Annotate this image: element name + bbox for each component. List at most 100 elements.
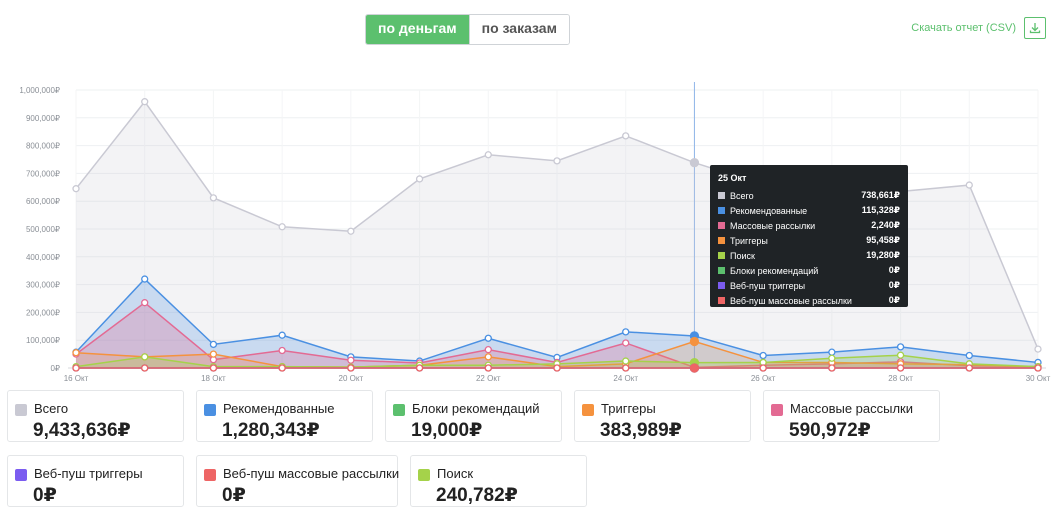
point-всего[interactable] [553, 157, 561, 165]
point-массовые-рассылки[interactable] [347, 356, 355, 364]
point-веб-пуш-массовые-рассылки[interactable] [965, 364, 973, 372]
point-поиск[interactable] [896, 351, 905, 359]
point-всего[interactable] [72, 185, 80, 193]
legend-name: Поиск [437, 466, 474, 481]
y-tick-label: 0₽ [50, 364, 60, 373]
point-веб-пуш-массовые-рассылки[interactable] [141, 364, 149, 372]
point-рекомендованные[interactable] [484, 334, 492, 342]
point-триггеры[interactable] [689, 336, 700, 347]
point-триггеры[interactable] [72, 349, 80, 357]
tooltip-row-value: 115,328₽ [861, 205, 900, 215]
point-всего[interactable] [965, 181, 973, 189]
point-веб-пуш-массовые-рассылки[interactable] [828, 364, 836, 372]
legend-card[interactable]: Массовые рассылки 590,972₽ [763, 390, 940, 442]
point-веб-пуш-массовые-рассылки[interactable] [484, 364, 492, 372]
tooltip-row-value: 19,280₽ [866, 250, 900, 260]
tooltip-title: 25 Окт [718, 173, 747, 183]
point-веб-пуш-массовые-рассылки[interactable] [415, 364, 424, 372]
legend-card[interactable]: Поиск 240,782₽ [410, 455, 587, 507]
y-tick-label: 100,000₽ [26, 336, 60, 345]
point-всего[interactable] [484, 151, 492, 159]
point-веб-пуш-массовые-рассылки[interactable] [553, 364, 561, 372]
legend-card[interactable]: Веб-пуш триггеры 0₽ [7, 455, 184, 507]
orders-toggle-button[interactable]: по заказам [468, 15, 569, 44]
point-рекомендованные[interactable] [209, 340, 218, 349]
legend-card[interactable]: Триггеры 383,989₽ [574, 390, 751, 442]
point-всего[interactable] [415, 175, 424, 183]
point-рекомендованные[interactable] [278, 331, 286, 339]
y-tick-label: 300,000₽ [26, 281, 60, 290]
x-tick-label: 18 Окт [201, 374, 226, 383]
point-всего[interactable] [347, 227, 355, 235]
point-рекомендованные[interactable] [965, 351, 973, 360]
tooltip-swatch [718, 282, 725, 289]
legend-card[interactable]: Веб-пуш массовые рассылки 0₽ [196, 455, 399, 507]
point-веб-пуш-массовые-рассылки[interactable] [622, 364, 630, 372]
tooltip-row-name: Массовые рассылки [730, 220, 816, 231]
point-всего[interactable] [278, 223, 286, 231]
tooltip-row-name: Поиск [730, 250, 755, 261]
y-tick-label: 200,000₽ [26, 308, 60, 317]
point-массовые-рассылки[interactable] [622, 339, 630, 347]
point-триггеры[interactable] [209, 350, 218, 358]
legend-total: 0₽ [222, 485, 246, 506]
area-рекомендованные [76, 279, 1038, 368]
tooltip-row: Всего 738,661₽ [718, 188, 900, 203]
point-триггеры[interactable] [484, 353, 492, 361]
download-button[interactable] [1024, 17, 1046, 39]
tooltip-row: Веб-пуш триггеры 0₽ [718, 278, 900, 293]
metric-toggle: по деньгам по заказам [365, 14, 570, 45]
legend-card[interactable]: Блоки рекомендаций 19,000₽ [385, 390, 562, 442]
legend-swatch [393, 404, 405, 416]
point-веб-пуш-массовые-рассылки[interactable] [278, 364, 286, 372]
point-веб-пуш-массовые-рассылки[interactable] [347, 364, 355, 372]
tooltip-row-value: 0₽ [888, 280, 900, 290]
legend-name: Массовые рассылки [790, 401, 914, 416]
point-всего[interactable] [141, 98, 149, 106]
tooltip-row-value: 0₽ [888, 295, 900, 305]
legend-total: 383,989₽ [600, 420, 682, 441]
chart-tooltip: 25 Окт Всего 738,661₽ Рекомендованные 115,3… [710, 165, 908, 307]
point-рекомендованные[interactable] [141, 275, 149, 283]
point-всего[interactable] [1034, 345, 1042, 353]
point-веб-пуш-массовые-рассылки[interactable] [896, 364, 905, 372]
tooltip-swatch [718, 297, 725, 304]
point-поиск[interactable] [828, 354, 836, 362]
tooltip-row-value: 0₽ [888, 265, 900, 275]
area-триггеры [76, 341, 1038, 368]
y-tick-label: 800,000₽ [26, 142, 60, 151]
legend-card[interactable]: Рекомендованные 1,280,343₽ [196, 390, 373, 442]
tooltip-row-name: Блоки рекомендаций [730, 265, 819, 276]
point-веб-пуш-массовые-рассылки[interactable] [72, 364, 80, 372]
money-toggle-button[interactable]: по деньгам [366, 15, 469, 44]
point-веб-пуш-массовые-рассылки[interactable] [689, 363, 700, 373]
y-tick-label: 700,000₽ [26, 169, 60, 178]
point-всего[interactable] [622, 132, 630, 140]
legend-name: Триггеры [601, 401, 656, 416]
legend-name: Рекомендованные [223, 401, 335, 416]
download-report: Скачать отчет (CSV) [911, 17, 1046, 39]
point-массовые-рассылки[interactable] [278, 346, 286, 355]
point-веб-пуш-массовые-рассылки[interactable] [209, 364, 218, 372]
point-поиск[interactable] [622, 357, 630, 365]
x-tick-label: 24 Окт [613, 374, 638, 383]
point-веб-пуш-массовые-рассылки[interactable] [1034, 364, 1042, 372]
legend-total: 240,782₽ [436, 485, 518, 506]
legend-card[interactable]: Всего 9,433,636₽ [7, 390, 184, 442]
point-рекомендованные[interactable] [622, 328, 630, 336]
point-массовые-рассылки[interactable] [141, 299, 149, 307]
point-массовые-рассылки[interactable] [484, 346, 492, 354]
legend-name: Блоки рекомендаций [412, 401, 540, 416]
download-icon [1029, 23, 1041, 34]
point-рекомендованные[interactable] [896, 343, 905, 351]
point-рекомендованные[interactable] [828, 348, 836, 356]
point-всего[interactable] [209, 194, 218, 202]
point-поиск[interactable] [141, 353, 149, 361]
download-csv-link[interactable]: Скачать отчет (CSV) [911, 22, 1016, 34]
point-рекомендованные[interactable] [759, 351, 767, 360]
point-веб-пуш-массовые-рассылки[interactable] [759, 364, 767, 372]
tooltip-row-value: 738,661₽ [861, 190, 900, 200]
area-поиск [76, 355, 1038, 368]
point-всего[interactable] [689, 158, 700, 168]
tooltip-row-value: 95,458₽ [866, 235, 900, 245]
